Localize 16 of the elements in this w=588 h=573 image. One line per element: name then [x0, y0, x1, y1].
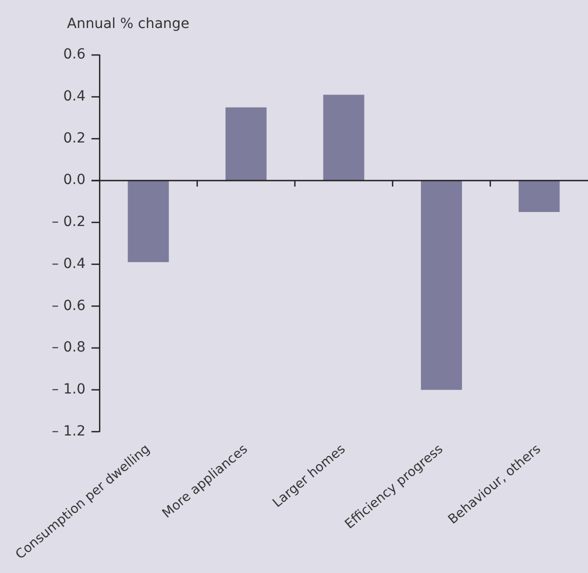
y-tick-label: 0.0: [63, 172, 86, 188]
y-tick-label: 0.6: [63, 46, 86, 63]
y-axis-title: Annual % change: [67, 16, 190, 32]
y-tick-label: – 0.2: [52, 214, 86, 230]
y-tick-label: 0.4: [63, 88, 86, 104]
y-tick-label: – 0.4: [52, 256, 86, 272]
y-tick-label: – 0.8: [52, 340, 86, 356]
bar: [518, 180, 560, 212]
y-tick-label: – 1.0: [52, 381, 86, 398]
bar: [226, 107, 267, 181]
bar: [128, 180, 169, 262]
y-tick-label: – 1.2: [52, 423, 86, 440]
y-tick-label: – 0.6: [52, 298, 86, 314]
bar: [420, 180, 462, 390]
bar: [323, 94, 364, 181]
y-tick-label: 0.2: [63, 130, 86, 146]
